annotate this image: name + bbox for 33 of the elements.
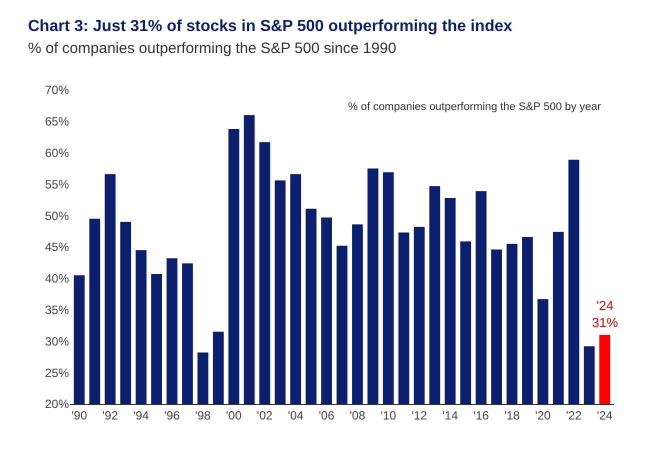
x-tick-label: '04: [288, 408, 304, 422]
x-tick-label: '24: [596, 408, 613, 422]
x-tick-label: '12: [411, 408, 428, 422]
y-tick-label: 20%: [44, 397, 70, 412]
annotation: '24 31%: [592, 298, 618, 330]
annotation: % of companies outperforming the S&P 500 by year: [348, 101, 602, 113]
x-tick-label: '18: [504, 408, 520, 422]
x-tick-label: '22: [566, 408, 582, 422]
y-tick-label: 55%: [44, 177, 70, 192]
y-tick-label: 50%: [44, 208, 70, 223]
x-tick-label: '10: [380, 408, 397, 422]
chart-subtitle: % of companies outperforming the S&P 500 since 1990: [28, 40, 396, 57]
x-tick-label: '90: [71, 408, 88, 422]
x-tick-label: '92: [102, 408, 118, 422]
y-tick-label: 25%: [44, 366, 70, 380]
y-tick-label: 65%: [44, 114, 70, 129]
y-tick-label: 30%: [44, 334, 70, 348]
chart-title: Chart 3: Just 31% of stocks in S&P 500 outperforming the index: [28, 18, 512, 35]
y-tick-label: 70%: [44, 83, 70, 98]
y-tick-label: 35%: [44, 303, 70, 317]
x-tick-label: '16: [473, 408, 490, 422]
x-tick-label: '96: [164, 408, 180, 422]
x-tick-label: '94: [133, 408, 150, 422]
y-tick-label: 60%: [44, 146, 70, 160]
y-tick-label: 40%: [44, 272, 70, 286]
x-tick-label: '08: [350, 408, 366, 422]
x-tick-label: '00: [226, 408, 242, 422]
x-tick-label: '06: [318, 408, 335, 422]
y-tick-label: 45%: [44, 240, 70, 254]
x-tick-label: '02: [256, 408, 273, 422]
x-tick-label: '14: [442, 408, 458, 422]
x-tick-label: '98: [195, 408, 212, 422]
x-tick-label: '20: [535, 408, 552, 422]
